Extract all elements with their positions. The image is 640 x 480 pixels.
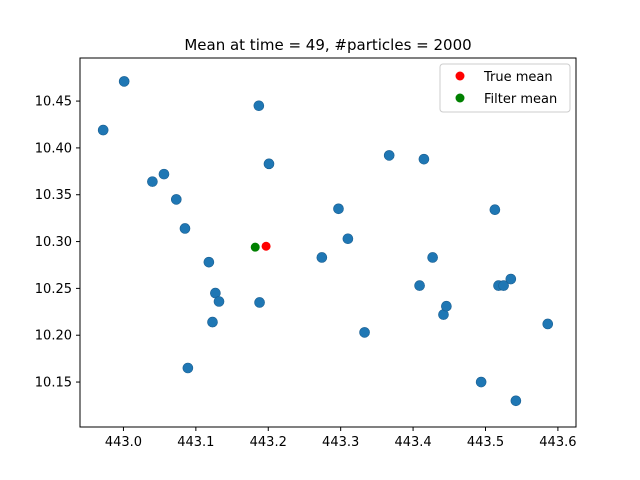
particle-point-24 — [475, 376, 487, 388]
legend-box — [439, 63, 571, 113]
true-mean-point-0 — [261, 241, 271, 251]
particle-point-3 — [158, 168, 170, 180]
y-tick-label-1: 10.20 — [35, 329, 72, 344]
points-layer — [97, 76, 554, 407]
x-tick-label-3: 443.3 — [322, 435, 359, 450]
particle-point-12 — [254, 297, 265, 308]
particle-point-14 — [316, 252, 328, 263]
y-tick-label-3: 10.30 — [35, 235, 72, 250]
legend: True mean Filter mean — [439, 63, 571, 113]
chart-title: Mean at time = 49, #particles = 2000 — [184, 36, 471, 54]
y-tick-label-6: 10.45 — [35, 95, 72, 110]
filter-mean-point-0 — [250, 242, 260, 252]
y-tick-label-5: 10.40 — [35, 141, 72, 156]
particle-point-25 — [489, 204, 501, 216]
particle-point-15 — [333, 203, 344, 215]
plot-frame — [79, 57, 577, 428]
particle-point-5 — [179, 223, 191, 234]
particle-point-23 — [441, 300, 452, 312]
x-tick-label-4: 443.4 — [394, 435, 431, 450]
y-tick-label-0: 10.15 — [35, 376, 72, 391]
particle-point-1 — [118, 76, 130, 87]
particle-point-7 — [203, 256, 215, 268]
particle-point-20 — [418, 153, 430, 165]
particle-point-11 — [253, 100, 265, 112]
x-tick-label-1: 443.1 — [177, 435, 214, 450]
particle-point-2 — [147, 176, 158, 187]
particle-point-0 — [97, 124, 109, 136]
x-tick-label-0: 443.0 — [105, 435, 142, 450]
particle-point-18 — [383, 150, 395, 161]
particle-point-6 — [182, 362, 194, 374]
x-axis: 443.0 443.1 443.2 443.3 443.4 443.5 443.6 — [105, 427, 577, 450]
legend-label-true-mean: True mean — [483, 70, 553, 85]
particle-point-29 — [510, 395, 522, 407]
legend-label-filter-mean: Filter mean — [484, 92, 557, 107]
legend-marker-filter-mean — [455, 93, 465, 103]
particle-point-17 — [359, 327, 370, 338]
x-tick-label-5: 443.5 — [467, 435, 504, 450]
particle-point-13 — [263, 158, 275, 170]
y-tick-label-4: 10.35 — [35, 188, 72, 203]
y-axis: 10.15 10.20 10.25 10.30 10.35 10.40 10.45 — [35, 95, 80, 391]
legend-marker-true-mean — [455, 71, 465, 81]
particle-point-10 — [213, 296, 225, 307]
particle-point-16 — [342, 233, 354, 245]
particle-point-27 — [498, 280, 509, 291]
particle-point-4 — [171, 194, 182, 205]
y-tick-label-2: 10.25 — [35, 282, 72, 297]
x-tick-label-6: 443.6 — [539, 435, 576, 450]
particle-point-19 — [414, 280, 425, 291]
particle-point-21 — [427, 252, 438, 263]
particle-point-8 — [207, 316, 218, 328]
particle-point-28 — [505, 273, 517, 285]
particle-point-30 — [542, 318, 554, 330]
x-tick-label-2: 443.2 — [250, 435, 287, 450]
